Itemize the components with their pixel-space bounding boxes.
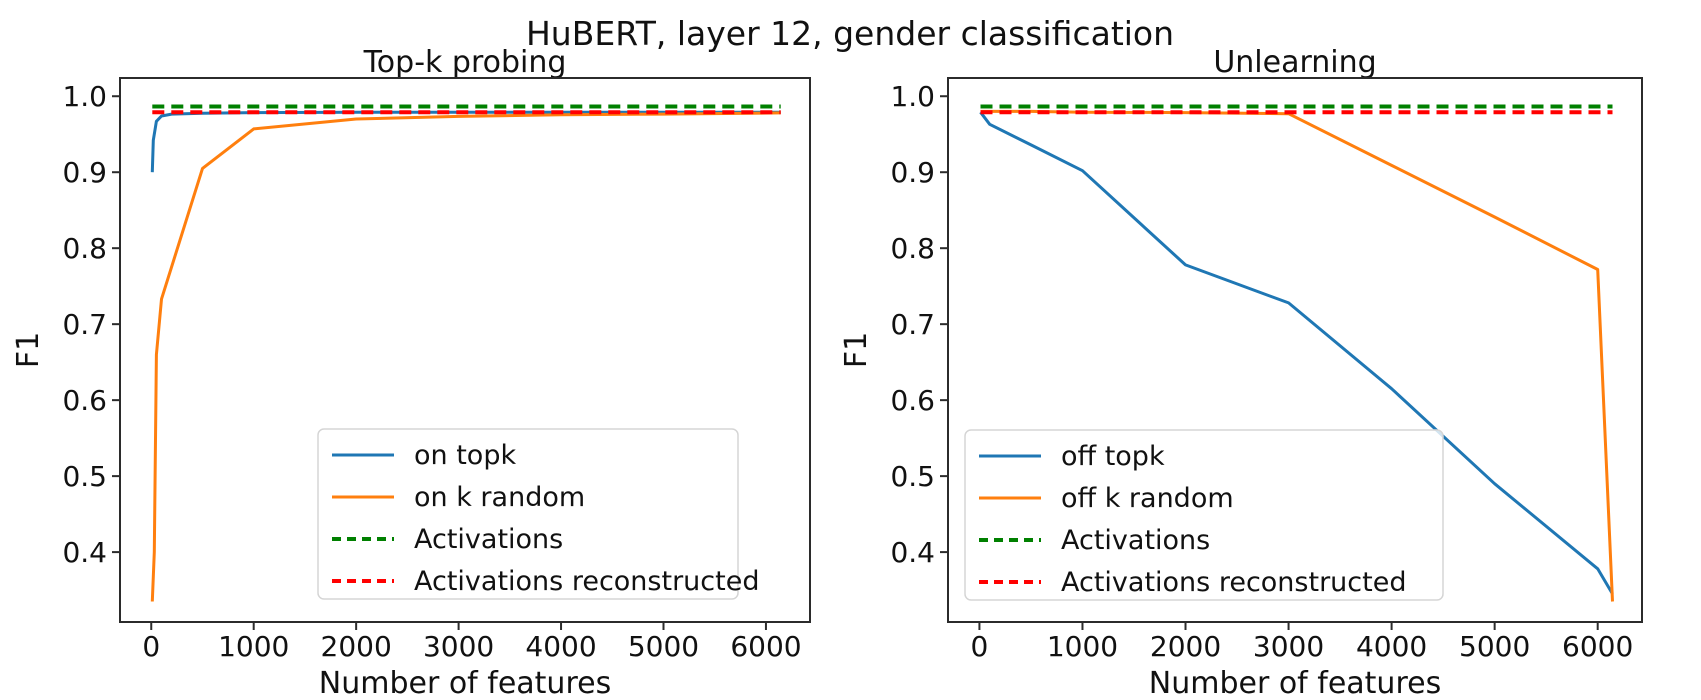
x-axis-label: Number of features bbox=[1149, 666, 1441, 700]
legend-label: off k random bbox=[1061, 483, 1234, 514]
subplot-1: Unlearning 0 1000 2000 3000 4000 5000 6000 0.4 0.… bbox=[839, 45, 1643, 700]
y-tick-label: 0.5 bbox=[62, 460, 107, 493]
legend-label: Activations reconstructed bbox=[414, 566, 759, 597]
x-tick-label: 6000 bbox=[1562, 630, 1633, 663]
y-tick-label: 0.8 bbox=[890, 232, 935, 265]
y-tick-label: 0.6 bbox=[62, 384, 107, 417]
x-tick-label: 2000 bbox=[1150, 630, 1221, 663]
x-tick-label: 4000 bbox=[1356, 630, 1427, 663]
axes-frame bbox=[947, 77, 1643, 623]
x-axis-label: Number of features bbox=[319, 666, 611, 700]
legend-box bbox=[964, 429, 1444, 601]
series-line-off-topk bbox=[979, 111, 1614, 595]
legend-label: Activations bbox=[414, 524, 563, 555]
subplot-title: Top-k probing bbox=[363, 45, 567, 80]
x-tick-label: 3000 bbox=[423, 630, 494, 663]
legend-label: off topk bbox=[1061, 441, 1165, 472]
legend-label: Activations reconstructed bbox=[1061, 567, 1406, 598]
subplot-0: Top-k probing 0 1000 2000 3000 4000 5000 6000 0.… bbox=[11, 45, 811, 700]
y-tick-label: 0.6 bbox=[890, 384, 935, 417]
x-tick-label: 3000 bbox=[1253, 630, 1324, 663]
legend-label: on k random bbox=[414, 482, 585, 513]
legend-label: Activations bbox=[1061, 525, 1210, 556]
x-tick-label: 4000 bbox=[525, 630, 596, 663]
legend-box bbox=[317, 428, 739, 600]
y-tick-label: 0.4 bbox=[890, 536, 935, 569]
subplot-title: Unlearning bbox=[1213, 45, 1376, 80]
series-line-on-k-random bbox=[150, 111, 781, 602]
x-tick-label: 0 bbox=[971, 630, 989, 663]
y-axis-label: F1 bbox=[839, 332, 874, 368]
axes-frame bbox=[119, 77, 811, 623]
y-tick-label: 0.7 bbox=[890, 308, 935, 341]
x-tick-label: 5000 bbox=[628, 630, 699, 663]
figure-title: HuBERT, layer 12, gender classification bbox=[526, 14, 1174, 53]
y-tick-label: 0.7 bbox=[62, 308, 107, 341]
y-axis-label: F1 bbox=[11, 332, 46, 368]
legend: off topk off k random Activations Activatio… bbox=[964, 429, 1444, 601]
legend-label: on topk bbox=[414, 440, 516, 471]
y-tick-label: 0.4 bbox=[62, 536, 107, 569]
y-tick-label: 0.9 bbox=[62, 156, 107, 189]
x-tick-label: 5000 bbox=[1459, 630, 1530, 663]
y-tick-label: 1.0 bbox=[62, 80, 107, 113]
series-line-on-topk bbox=[150, 110, 781, 173]
y-tick-label: 0.5 bbox=[890, 460, 935, 493]
x-tick-label: 0 bbox=[142, 630, 160, 663]
y-tick-label: 1.0 bbox=[890, 80, 935, 113]
x-tick-label: 6000 bbox=[730, 630, 801, 663]
y-tick-label: 0.9 bbox=[890, 156, 935, 189]
x-tick-label: 1000 bbox=[1047, 630, 1118, 663]
x-tick-label: 1000 bbox=[218, 630, 289, 663]
x-tick-label: 2000 bbox=[321, 630, 392, 663]
legend: on topk on k random Activations Activations… bbox=[317, 428, 759, 600]
y-tick-label: 0.8 bbox=[62, 232, 107, 265]
